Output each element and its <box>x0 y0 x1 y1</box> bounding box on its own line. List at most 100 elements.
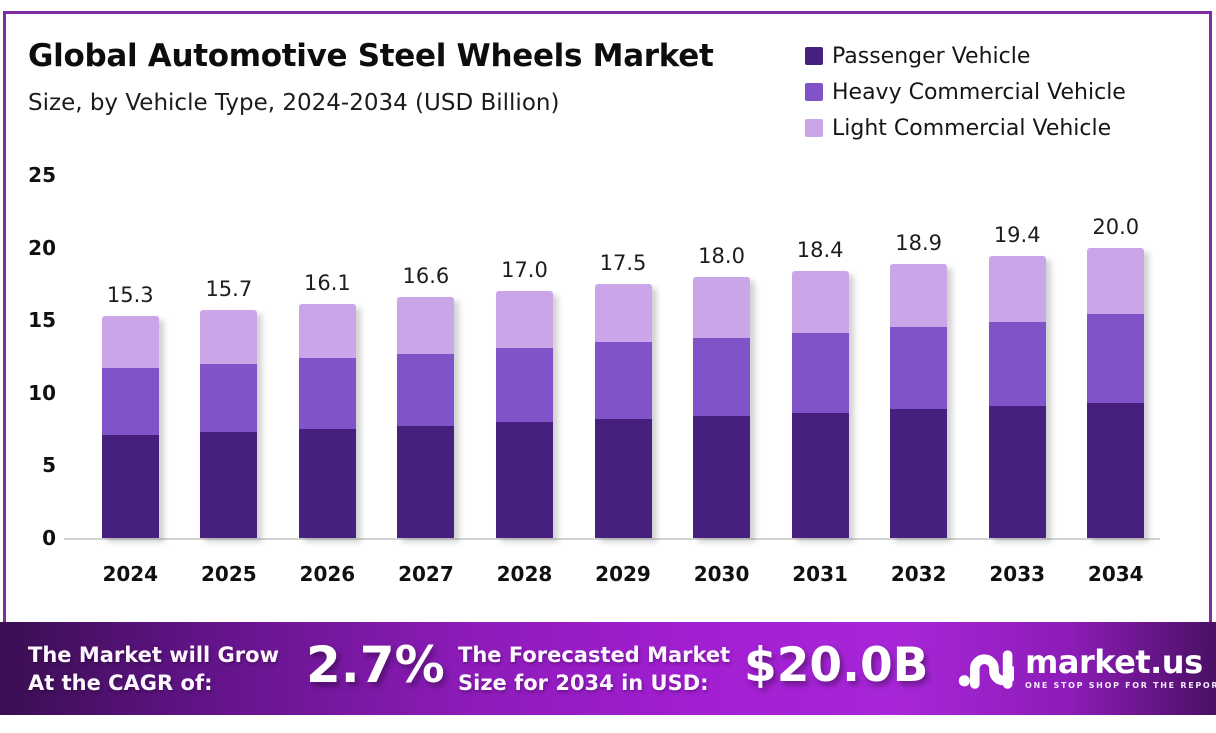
legend-swatch-icon <box>805 47 823 65</box>
y-axis-tick-label: 25 <box>28 163 56 187</box>
marketus-squiggle-icon <box>958 650 1014 689</box>
bar-segment <box>200 363 258 433</box>
bar-total-label: 18.4 <box>796 237 844 262</box>
bar-segment <box>397 353 455 427</box>
bar-total-label: 20.0 <box>1092 214 1140 239</box>
bar-total-label: 16.6 <box>402 263 450 288</box>
stacked-bar <box>495 291 553 538</box>
x-axis-label: 2031 <box>792 562 848 586</box>
legend-item: Heavy Commercial Vehicle <box>805 74 1126 110</box>
bar-column-2026: 16.1 <box>278 175 377 538</box>
stacked-bar <box>693 276 751 538</box>
bar-column-2024: 15.3 <box>81 175 180 538</box>
x-axis-label: 2033 <box>989 562 1046 586</box>
bar-segment <box>890 327 948 409</box>
bar-column-2034: 20.0 <box>1066 175 1165 538</box>
bar-column-2028: 17.0 <box>475 175 574 538</box>
bar-segment <box>988 256 1046 322</box>
bar-total-label: 17.5 <box>599 250 647 275</box>
x-axis-labels: 2024 2025 2026 2027 2028 2029 2030 2031 2032 2033… <box>81 562 1165 586</box>
stats-banner: The Market will Grow At the CAGR of: 2.7… <box>0 622 1216 715</box>
bar-segment <box>1087 247 1145 315</box>
bar-segment <box>298 429 356 538</box>
bar-segment <box>890 408 948 538</box>
bar-total-label: 15.7 <box>205 277 253 302</box>
stacked-bar <box>791 270 849 538</box>
bar-segment <box>397 296 455 354</box>
bar-segment <box>791 270 849 334</box>
bar-segment <box>988 321 1046 406</box>
cagr-value: 2.7% <box>306 636 445 694</box>
bar-segment <box>594 341 652 419</box>
bar-total-label: 18.9 <box>895 230 943 255</box>
y-axis-tick-label: 0 <box>42 526 56 550</box>
bar-total-label: 18.0 <box>698 243 745 268</box>
x-axis-label: 2034 <box>1087 562 1144 586</box>
bar-segment <box>298 357 356 430</box>
bar-column-2029: 17.5 <box>574 175 673 538</box>
legend-item: Passenger Vehicle <box>805 38 1126 74</box>
bar-segment <box>495 291 553 348</box>
legend-item: Light Commercial Vehicle <box>805 110 1126 146</box>
bar-segment <box>693 337 751 417</box>
brand-text: market.us ONE STOP SHOP FOR THE REPORTS <box>1025 646 1216 690</box>
bar-plot-area: 15.3 15.7 16.1 16.6 17.0 17.5 18.0 18.4 18.9 19.4… <box>81 175 1165 538</box>
bar-segment <box>101 315 159 369</box>
bar-total-label: 15.3 <box>106 282 154 307</box>
legend-label: Heavy Commercial Vehicle <box>832 79 1126 105</box>
forecast-label: The Forecasted Market Size for 2034 in U… <box>458 643 731 695</box>
legend: Passenger Vehicle Heavy Commercial Vehicl… <box>805 38 1126 146</box>
bar-column-2033: 19.4 <box>968 175 1067 538</box>
cagr-label: The Market will Grow At the CAGR of: <box>28 643 279 695</box>
x-axis-label: 2032 <box>890 562 947 586</box>
stacked-bar <box>200 310 258 538</box>
bar-segment <box>200 310 258 364</box>
bar-total-label: 17.0 <box>501 258 548 283</box>
x-axis-label: 2027 <box>398 562 454 586</box>
bar-total-label: 19.4 <box>993 223 1041 248</box>
bar-column-2032: 18.9 <box>869 175 968 538</box>
bar-total-label: 16.1 <box>303 271 351 296</box>
stacked-bar <box>988 256 1046 538</box>
x-axis-label: 2028 <box>496 562 553 586</box>
bar-segment <box>988 405 1046 538</box>
x-axis-label: 2030 <box>693 562 750 586</box>
page-subtitle: Size, by Vehicle Type, 2024-2034 (USD Bi… <box>28 90 560 116</box>
bar-segment <box>791 413 849 538</box>
bar-segment <box>495 347 553 422</box>
x-axis-label: 2029 <box>595 562 651 586</box>
page-title: Global Automotive Steel Wheels Market <box>28 38 714 74</box>
stacked-bar <box>594 283 652 538</box>
bar-segment <box>101 368 159 435</box>
bar-segment <box>693 416 751 538</box>
bar-segment <box>397 426 455 538</box>
legend-label: Passenger Vehicle <box>832 43 1031 69</box>
legend-swatch-icon <box>805 83 823 101</box>
y-axis-tick-label: 10 <box>28 380 56 405</box>
bar-segment <box>1087 402 1145 538</box>
brand-name: market.us <box>1025 643 1203 681</box>
stacked-bar <box>1087 247 1145 538</box>
stacked-bar <box>101 315 159 538</box>
stacked-bar <box>298 304 356 538</box>
bar-segment <box>495 421 553 538</box>
bar-segment <box>594 283 652 342</box>
brand-tagline: ONE STOP SHOP FOR THE REPORTS <box>1025 681 1216 690</box>
x-axis-label: 2025 <box>200 562 257 586</box>
bar-column-2030: 18.0 <box>672 175 771 538</box>
bar-segment <box>200 432 258 538</box>
forecast-value: $20.0B <box>744 638 929 693</box>
x-axis-line <box>64 538 1160 540</box>
bar-segment <box>101 434 159 538</box>
bar-segment <box>693 276 751 338</box>
stacked-bar <box>397 296 455 538</box>
bar-segment <box>298 304 356 358</box>
x-axis-label: 2026 <box>299 562 356 586</box>
legend-label: Light Commercial Vehicle <box>832 115 1112 141</box>
bar-column-2027: 16.6 <box>377 175 476 538</box>
bar-column-2025: 15.7 <box>180 175 279 538</box>
legend-swatch-icon <box>805 119 823 137</box>
bar-column-2031: 18.4 <box>771 175 870 538</box>
y-axis-tick-label: 20 <box>28 235 56 260</box>
